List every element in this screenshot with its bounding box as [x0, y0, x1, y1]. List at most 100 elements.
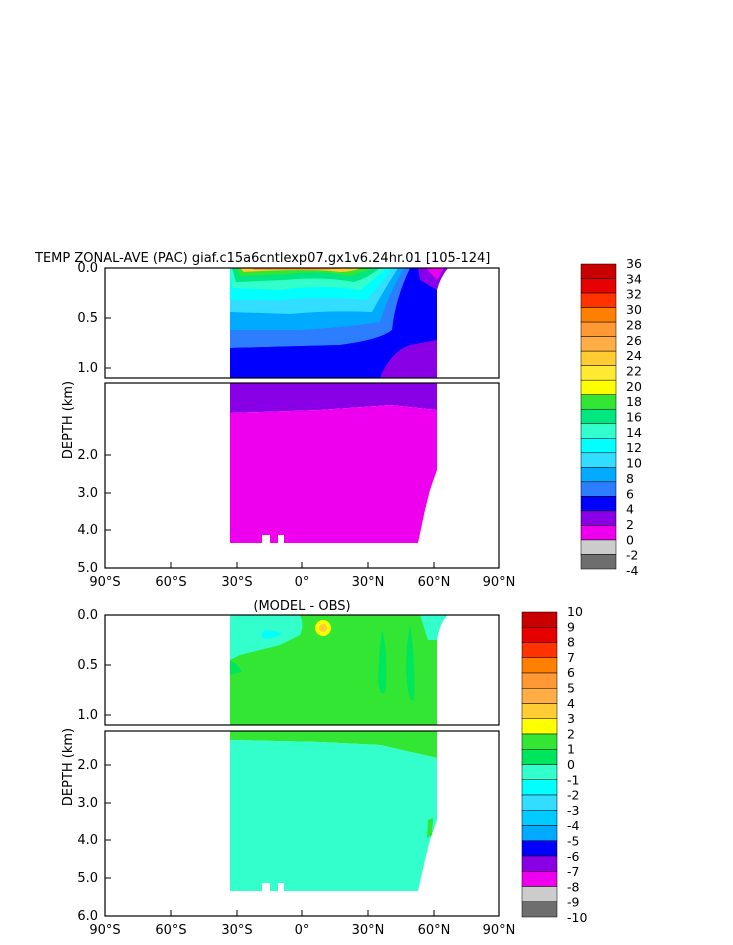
colorbar-swatch [580, 525, 617, 541]
colorbar-tick-label: 4 [567, 696, 575, 711]
y-tick-label: 5.0 [77, 871, 98, 886]
colorbar-swatch [580, 438, 617, 454]
colorbar-tick-label: -10 [567, 910, 587, 925]
colorbar-tick-label: 6 [567, 665, 575, 680]
diff-field-0-a [378, 630, 387, 694]
colorbar-tick-label: 20 [626, 379, 642, 394]
x-tick-label: 30°N [352, 923, 385, 938]
y-tick-label: 3.0 [77, 796, 98, 811]
colorbar-swatch [521, 718, 558, 735]
colorbar-tick-label: 10 [567, 604, 583, 619]
y-tick-label: 0.5 [77, 658, 98, 673]
colorbar-tick-label: 2 [567, 726, 575, 741]
colorbar-swatch [580, 452, 617, 468]
colorbar-tick-label: 28 [626, 317, 642, 332]
field-2-deep [230, 405, 437, 543]
x-tick-label: 90°N [483, 575, 516, 590]
colorbar-swatch [580, 379, 617, 395]
colorbar-tick-label: 26 [626, 333, 642, 348]
colorbar-swatch [521, 764, 558, 780]
x-tick-marks [170, 910, 435, 916]
colorbar-tick-label: 22 [626, 363, 642, 378]
colorbar-swatch [521, 794, 558, 811]
y-tick-label: 2.0 [77, 448, 98, 463]
colorbar-swatch [580, 539, 617, 555]
colorbar-swatch [521, 642, 558, 658]
colorbar-swatch [521, 749, 558, 765]
colorbar-tick-label: -5 [567, 834, 579, 849]
field-2-north [426, 268, 444, 280]
colorbar-tick-label: 4 [626, 502, 634, 517]
chart-title: TEMP ZONAL-AVE (PAC) giaf.c15a6cntlexp07… [34, 251, 490, 266]
colorbar-tick-label: -4 [567, 818, 580, 833]
colorbar-swatch [580, 307, 617, 323]
colorbar-swatch [580, 321, 617, 337]
diff-field-1-deep [230, 731, 437, 758]
colorbar-swatch [580, 263, 617, 279]
diff-y-ticks: 0.0 0.5 1.0 2.0 3.0 4.0 5.0 6.0 [77, 608, 111, 924]
colorbar-tick-label: 24 [626, 348, 642, 363]
colorbar-swatch [521, 611, 558, 628]
colorbar-tick-label: 34 [626, 271, 642, 286]
x-tick-label: 60°N [418, 575, 451, 590]
colorbar-swatch [580, 481, 617, 497]
colorbar-swatch [521, 840, 558, 857]
upper-axes-frame [104, 267, 500, 379]
colorbar-swatch [580, 408, 617, 425]
colorbar-tick-label: 32 [626, 287, 642, 302]
field-4 [380, 340, 437, 378]
colorbar-swatch [580, 350, 617, 366]
colorbar-tick-label: -1 [567, 772, 579, 787]
colorbar-swatch [521, 810, 558, 826]
colorbar-swatch [580, 394, 617, 410]
colorbar-tick-label: 16 [626, 410, 642, 425]
panel-temp: TEMP ZONAL-AVE (PAC) giaf.c15a6cntlexp07… [34, 251, 642, 590]
colorbar-swatch [521, 672, 558, 689]
x-tick-label: 30°N [352, 575, 385, 590]
colorbar-tick-label: 2 [626, 517, 634, 532]
colorbar-swatch [580, 336, 617, 352]
panel-diff: (MODEL - OBS) DEPTH (km) 0.0 0.5 1.0 2. [61, 599, 587, 938]
x-tick-label: 0° [295, 575, 310, 590]
diff-field-0-west [230, 660, 242, 675]
colorbar-swatch [580, 292, 617, 308]
y-tick-label: 4.0 [77, 833, 98, 848]
colorbar-swatch [580, 278, 617, 294]
colorbar-tick-label: 9 [567, 619, 575, 634]
colorbar-tick-label: 14 [626, 425, 642, 440]
colorbar-tick-label: 18 [626, 394, 642, 409]
x-tick-label: 60°S [155, 923, 186, 938]
colorbar-swatch [580, 467, 617, 483]
colorbar-swatch [580, 554, 617, 570]
colorbar-tick-label: -8 [567, 879, 580, 894]
colorbar-swatch [521, 901, 558, 918]
colorbar-swatch [580, 510, 617, 526]
y-tick-label: 2.0 [77, 758, 98, 773]
y-tick-label: 0.0 [77, 608, 98, 623]
colorbar-swatch [521, 825, 558, 841]
diff-field-neg1-north [420, 615, 448, 640]
colorbar-swatch [521, 688, 558, 704]
y-tick-label: 6.0 [77, 909, 98, 924]
colorbar-tick-label: -9 [567, 895, 580, 910]
diff-upper-axes-frame [104, 614, 500, 726]
colorbar-tick-label: 36 [626, 256, 642, 271]
colorbar-tick-label: -6 [567, 849, 580, 864]
colorbar-tick-label: 7 [567, 650, 575, 665]
y-tick-label: 1.0 [77, 361, 98, 376]
x-tick-label: 90°S [89, 923, 120, 938]
colorbar-tick-label: 6 [626, 486, 634, 501]
x-tick-label: 30°S [221, 575, 252, 590]
x-tick-label: 60°S [155, 575, 186, 590]
diff-field-1-patch [427, 818, 433, 838]
y-tick-label: 1.0 [77, 708, 98, 723]
x-tick-marks [170, 562, 435, 568]
y-tick-marks [105, 317, 111, 569]
y-tick-label: 5.0 [77, 561, 98, 576]
diff-x-ticks: 90°S 60°S 30°S 0° 30°N 60°N 90°N [89, 910, 515, 938]
colorbar-tick-label: 3 [567, 711, 575, 726]
x-tick-label: 30°S [221, 923, 252, 938]
colorbar-tick-label: -4 [626, 563, 639, 578]
